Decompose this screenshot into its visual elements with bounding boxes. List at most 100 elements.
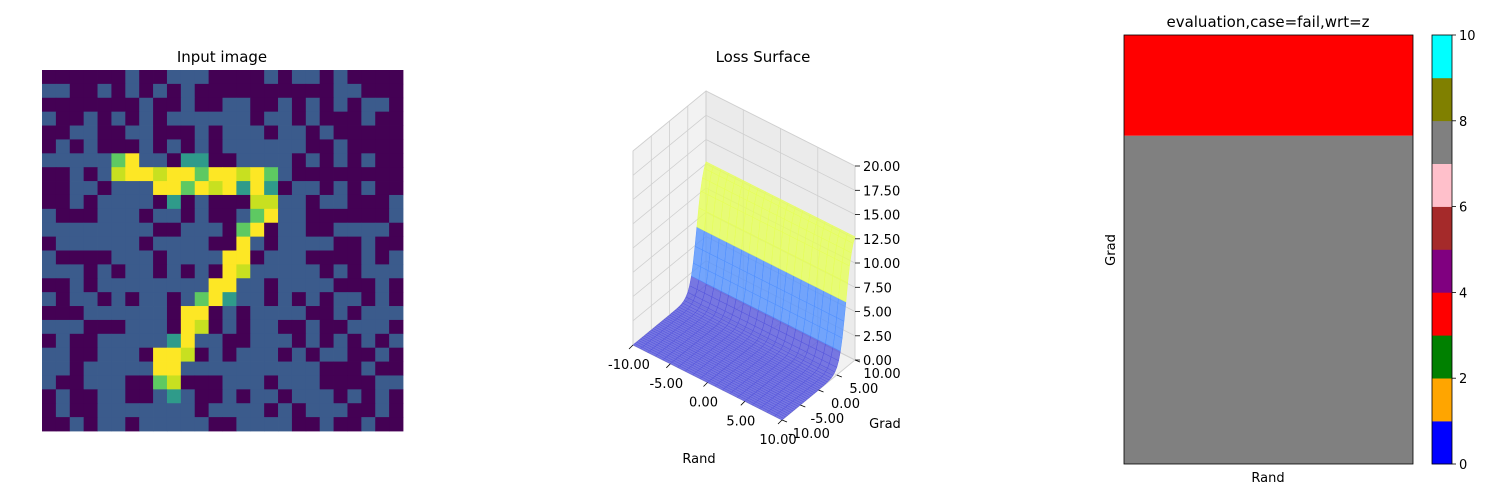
image-pixel <box>83 417 98 432</box>
image-pixel <box>125 250 140 265</box>
image-pixel <box>208 417 223 432</box>
image-pixel <box>153 111 168 126</box>
image-pixel <box>166 264 182 279</box>
image-pixel <box>222 208 237 224</box>
image-pixel <box>361 194 376 210</box>
image-pixel <box>208 222 223 238</box>
image-pixel <box>361 167 376 182</box>
image-pixel <box>347 375 362 390</box>
image-pixel <box>278 236 293 251</box>
image-pixel <box>166 97 182 113</box>
image-pixel <box>361 97 376 113</box>
image-pixel <box>375 125 390 140</box>
image-pixel <box>236 181 251 196</box>
image-pixel <box>55 97 71 113</box>
image-pixel <box>139 125 154 140</box>
surface-mesh <box>632 161 856 421</box>
image-pixel <box>139 389 154 404</box>
image-pixel <box>83 222 98 238</box>
image-pixel <box>333 319 348 335</box>
image-pixel <box>153 319 168 335</box>
image-pixel <box>111 167 126 182</box>
image-pixel <box>208 389 223 404</box>
image-pixel <box>250 347 265 362</box>
image-pixel <box>236 208 251 224</box>
image-pixel <box>264 389 279 404</box>
image-pixel <box>125 236 140 251</box>
image-pixel <box>347 125 362 140</box>
image-pixel <box>250 389 265 404</box>
image-pixel <box>55 347 71 362</box>
image-pixel <box>194 347 210 362</box>
image-pixel <box>347 208 362 224</box>
image-pixel <box>166 278 182 293</box>
image-pixel <box>361 125 376 140</box>
image-pixel <box>375 278 390 293</box>
image-pixel <box>97 208 112 224</box>
image-pixel <box>208 278 223 293</box>
image-pixel <box>236 292 251 307</box>
image-pixel <box>375 375 390 390</box>
image-pixel <box>291 208 307 224</box>
image-pixel <box>375 292 390 307</box>
image-pixel <box>389 83 404 99</box>
image-pixel <box>361 417 376 432</box>
image-pixel <box>125 139 140 154</box>
image-pixel <box>153 278 168 293</box>
image-pixel <box>69 194 85 210</box>
image-pixel <box>166 417 182 432</box>
image-pixel <box>319 181 334 196</box>
image-pixel <box>69 264 85 279</box>
image-pixel <box>208 111 223 126</box>
image-pixel <box>347 194 362 210</box>
image-pixel <box>347 389 362 404</box>
image-pixel <box>375 417 390 432</box>
image-pixel <box>250 70 265 85</box>
image-pixel <box>347 347 362 362</box>
image-pixel <box>319 375 334 390</box>
image-pixel <box>153 97 168 113</box>
image-pixel <box>111 306 126 321</box>
image-pixel <box>125 125 140 140</box>
image-pixel <box>153 222 168 238</box>
image-pixel <box>333 222 348 238</box>
image-pixel <box>194 403 210 418</box>
image-pixel <box>83 403 98 418</box>
image-pixel <box>389 361 404 376</box>
image-pixel <box>250 97 265 113</box>
image-pixel <box>389 347 404 362</box>
gridline <box>705 90 856 167</box>
image-pixel <box>83 181 98 196</box>
image-pixel <box>111 139 126 154</box>
image-pixel <box>250 250 265 265</box>
image-pixel <box>264 194 279 210</box>
image-pixel <box>264 361 279 376</box>
image-pixel <box>222 319 237 335</box>
image-pixel <box>250 306 265 321</box>
image-pixel <box>139 153 154 168</box>
image-pixel <box>180 333 196 349</box>
input-image-panel: Input image <box>42 48 404 432</box>
image-pixel <box>55 153 71 168</box>
image-pixel <box>389 167 404 182</box>
image-pixel <box>97 70 112 85</box>
image-pixel <box>83 97 98 113</box>
image-pixel <box>389 264 404 279</box>
image-pixel <box>69 208 85 224</box>
image-pixel <box>153 125 168 140</box>
image-pixel <box>375 361 390 376</box>
image-pixel <box>375 333 390 349</box>
image-pixel <box>389 222 404 238</box>
image-pixel <box>305 389 321 404</box>
image-pixel <box>250 375 265 390</box>
image-pixel <box>139 361 154 376</box>
x-tick-label: 5.00 <box>726 414 755 429</box>
image-pixel <box>42 389 57 404</box>
surface-y-axis-label: Grad <box>869 417 901 432</box>
image-pixel <box>375 111 390 126</box>
image-pixel <box>166 167 182 182</box>
y-tick-mark <box>800 404 806 408</box>
image-pixel <box>208 97 223 113</box>
image-pixel <box>153 83 168 99</box>
image-pixel <box>55 250 71 265</box>
